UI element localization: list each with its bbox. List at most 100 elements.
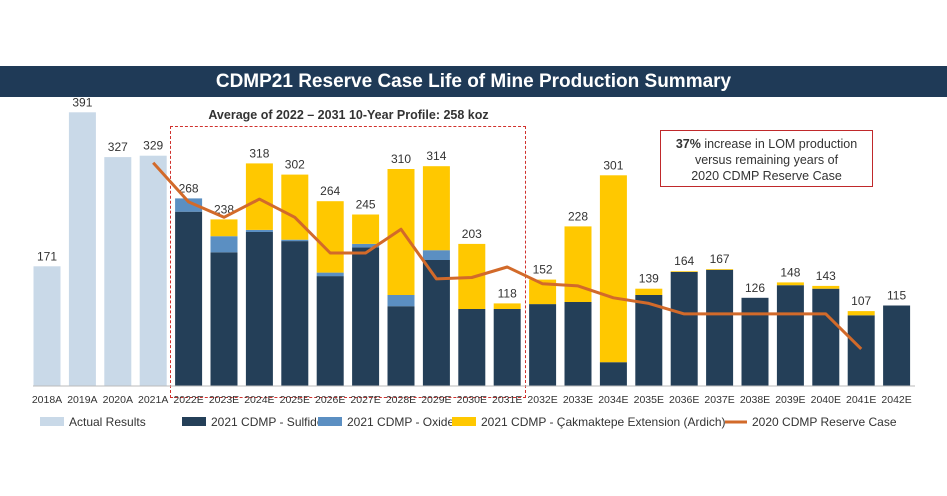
x-tick-2028E: 2028E xyxy=(386,394,416,406)
ten-year-profile-box xyxy=(170,126,526,398)
x-tick-2041E: 2041E xyxy=(846,394,876,406)
bar-segment-2023E xyxy=(210,236,238,253)
bar-segment-2033E xyxy=(564,226,592,302)
legend-swatch-1 xyxy=(182,417,206,426)
bar-segment-2024E xyxy=(245,229,273,232)
data-label-2020A: 327 xyxy=(108,140,128,154)
bar-segment-2037E xyxy=(706,269,734,386)
bar-segment-2041E xyxy=(847,311,875,316)
legend-label-3: 2021 CDMP - Çakmaktepe Extension (Ardich… xyxy=(481,415,726,429)
data-label-2032E: 152 xyxy=(533,263,553,277)
x-tick-2027E: 2027E xyxy=(350,394,380,406)
note-line2: versus remaining years of xyxy=(694,153,839,167)
bar-segment-2028E xyxy=(387,306,415,386)
bar-segment-2036E xyxy=(670,271,698,386)
data-label-2037E: 167 xyxy=(710,252,730,266)
bar-segment-2031E xyxy=(493,309,521,386)
bar-segment-2020A xyxy=(104,157,132,386)
bar-segment-2040E xyxy=(812,288,840,386)
x-tick-2035E: 2035E xyxy=(634,394,664,406)
legend-swatch-2 xyxy=(318,417,342,426)
bar-segment-2027E xyxy=(352,214,380,244)
data-label-2029E: 314 xyxy=(426,149,446,163)
bar-segment-2019A xyxy=(68,112,96,387)
bar-segment-2039E xyxy=(776,282,804,286)
note-percent: 37% xyxy=(675,137,701,151)
data-label-2042E: 115 xyxy=(887,289,906,303)
bar-segment-2022E xyxy=(175,211,203,386)
data-label-2023E: 238 xyxy=(214,202,234,216)
bar-segment-2024E xyxy=(245,163,273,230)
legend-swatch-3 xyxy=(452,417,476,426)
data-label-2033E: 228 xyxy=(568,209,588,223)
x-tick-2039E: 2039E xyxy=(775,394,805,406)
data-label-2035E: 139 xyxy=(639,272,659,286)
x-tick-2031E: 2031E xyxy=(492,394,522,406)
x-tick-2037E: 2037E xyxy=(704,394,734,406)
increase-note: 37% increase in LOM production versus rem… xyxy=(660,130,873,187)
x-tick-2040E: 2040E xyxy=(811,394,841,406)
data-label-2038E: 126 xyxy=(745,281,765,295)
legend-swatch-0 xyxy=(40,417,64,426)
data-label-2041E: 107 xyxy=(851,294,871,308)
bar-segment-2023E xyxy=(210,219,238,237)
legend-label-4: 2020 CDMP Reserve Case xyxy=(752,415,897,429)
bar-segment-2032E xyxy=(529,304,557,386)
bar-segment-2022E xyxy=(175,198,203,212)
bar-segment-2036E xyxy=(670,271,698,272)
bar-segment-2040E xyxy=(812,285,840,289)
data-label-2027E: 245 xyxy=(356,198,376,212)
bar-segment-2029E xyxy=(422,250,450,260)
bar-segment-2029E xyxy=(422,260,450,386)
data-label-2030E: 203 xyxy=(462,227,482,241)
bar-segment-2027E xyxy=(352,247,380,386)
x-tick-2020A: 2020A xyxy=(103,394,133,406)
data-label-2026E: 264 xyxy=(320,184,340,198)
bar-segment-2026E xyxy=(316,272,344,277)
bar-segment-2029E xyxy=(422,166,450,251)
note-line1: increase in LOM production xyxy=(700,137,858,151)
x-tick-2038E: 2038E xyxy=(740,394,770,406)
note-line3: 2020 CDMP Reserve Case xyxy=(691,169,842,183)
bar-segment-2026E xyxy=(316,201,344,273)
bar-segment-2033E xyxy=(564,302,592,386)
x-tick-2019A: 2019A xyxy=(67,394,97,406)
data-label-2018A: 171 xyxy=(37,249,57,263)
bar-segment-2041E xyxy=(847,315,875,386)
bar-segment-2034E xyxy=(599,362,627,386)
legend-label-2: 2021 CDMP - Oxides xyxy=(347,415,460,429)
bar-segment-2030E xyxy=(458,309,486,386)
data-label-2031E: 118 xyxy=(498,286,517,300)
x-tick-2030E: 2030E xyxy=(457,394,487,406)
x-tick-2029E: 2029E xyxy=(421,394,451,406)
data-label-2025E: 302 xyxy=(285,158,305,172)
data-label-2040E: 143 xyxy=(816,269,836,283)
bar-segment-2023E xyxy=(210,252,238,386)
x-tick-2026E: 2026E xyxy=(315,394,345,406)
legend-label-1: 2021 CDMP - Sulfides xyxy=(211,415,330,429)
legend-label-0: Actual Results xyxy=(69,415,146,429)
data-label-2036E: 164 xyxy=(674,254,694,268)
bar-segment-2037E xyxy=(706,269,734,270)
data-label-2039E: 148 xyxy=(780,265,800,279)
x-tick-2023E: 2023E xyxy=(209,394,239,406)
bar-segment-2024E xyxy=(245,232,273,386)
x-tick-2018A: 2018A xyxy=(32,394,62,406)
data-label-2024E: 318 xyxy=(249,146,269,160)
x-tick-2022E: 2022E xyxy=(173,394,203,406)
bar-segment-2034E xyxy=(599,175,627,363)
x-tick-2034E: 2034E xyxy=(598,394,628,406)
x-tick-2025E: 2025E xyxy=(280,394,310,406)
bar-segment-2021A xyxy=(139,155,167,386)
bar-segment-2018A xyxy=(33,266,61,386)
data-label-2022E: 268 xyxy=(179,181,199,195)
bar-segment-2028E xyxy=(387,169,415,295)
x-tick-2036E: 2036E xyxy=(669,394,699,406)
x-tick-2024E: 2024E xyxy=(244,394,274,406)
data-label-2019A: 391 xyxy=(72,95,92,109)
bar-segment-2038E xyxy=(741,297,769,386)
bar-segment-2027E xyxy=(352,243,380,248)
bar-segment-2035E xyxy=(635,288,663,295)
